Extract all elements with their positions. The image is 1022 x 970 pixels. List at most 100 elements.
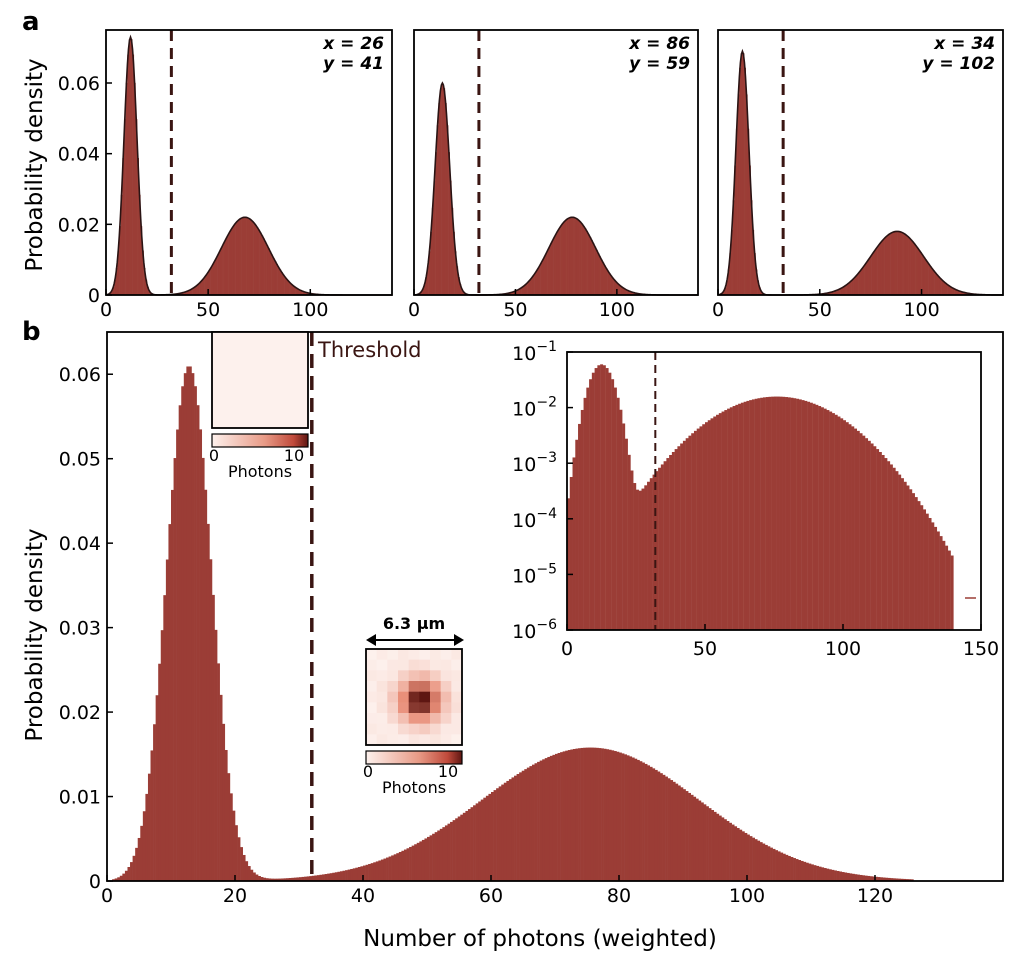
histogram-bar <box>866 261 869 295</box>
inset-histogram-bar <box>727 408 731 630</box>
inset-y-tick-label: 10−3 <box>512 450 557 476</box>
histogram-bar <box>393 854 397 881</box>
histogram-bar <box>501 784 505 881</box>
histogram-bar <box>595 249 598 295</box>
histogram-bar <box>683 789 686 881</box>
bright-pixel <box>376 649 388 660</box>
panel-a-plot-2: 0 50 100 x = 86y = 59 <box>408 29 699 321</box>
x-tick-label: 80 <box>607 885 631 907</box>
coordinate-annotation: x = 26 <box>322 34 384 54</box>
histogram-bar <box>823 868 827 881</box>
histogram-bar <box>722 291 725 295</box>
histogram-bar <box>900 232 903 295</box>
plot-frame <box>717 29 1004 296</box>
bright-pixel <box>366 723 377 735</box>
histogram-bar <box>846 872 850 881</box>
histogram-bar <box>624 289 627 295</box>
histogram-bar <box>204 489 208 881</box>
histogram-bar <box>561 223 564 295</box>
inset-y-tick-label: 10−4 <box>512 506 557 532</box>
histogram-bar <box>892 878 896 881</box>
bright-pixel <box>408 691 420 703</box>
histogram-bar <box>867 875 871 881</box>
histogram-bar <box>905 879 909 881</box>
histogram-bar <box>610 275 613 295</box>
histogram-bar <box>843 286 846 295</box>
histogram-bar <box>332 872 336 881</box>
histogram-bar <box>857 874 860 881</box>
histogram-bar <box>220 248 223 295</box>
histogram-bar <box>962 292 965 295</box>
histogram-bar <box>741 831 745 881</box>
y-tick-label: 0.06 <box>59 364 101 386</box>
bright-pixel <box>408 723 420 735</box>
histogram-bar <box>949 286 952 295</box>
histogram-bar <box>911 241 914 295</box>
histogram-bar <box>727 269 730 295</box>
histogram-bar <box>919 252 922 295</box>
histogram-bar <box>593 747 597 881</box>
inset-histogram-bar <box>622 423 626 630</box>
histogram-bar <box>867 259 870 295</box>
histogram-bar <box>117 250 120 295</box>
histogram-bar <box>517 289 520 295</box>
histogram-bar <box>449 180 452 295</box>
histogram-bar <box>918 249 921 295</box>
histogram-bar <box>716 813 720 881</box>
bright-pixel <box>419 670 431 682</box>
histogram-bar <box>583 747 587 881</box>
dark-colorbar-label: Photons <box>228 462 292 481</box>
histogram-bar <box>618 284 621 295</box>
histogram-bar <box>146 286 149 295</box>
histogram-bar <box>615 281 618 295</box>
histogram-bar <box>729 822 732 881</box>
histogram-bar <box>235 222 238 295</box>
histogram-bar <box>598 748 602 881</box>
histogram-bar <box>693 796 697 881</box>
histogram-bar <box>386 857 389 881</box>
histogram-bar <box>293 877 297 881</box>
histogram-bar <box>859 270 862 295</box>
histogram-bar <box>864 264 867 295</box>
histogram-bar <box>357 867 361 881</box>
histogram-bar <box>133 82 136 295</box>
histogram-bar <box>145 793 149 881</box>
bright-pixel <box>451 681 463 692</box>
inset-histogram-bar <box>782 396 786 630</box>
histogram-bar <box>450 821 453 881</box>
inset-y-tick-label: 10−5 <box>512 561 557 587</box>
inset-histogram-bar <box>884 458 888 630</box>
histogram-bar <box>253 222 256 295</box>
bright-pixel <box>408 702 420 714</box>
histogram-bar <box>299 877 302 881</box>
inset-histogram-bar <box>923 509 926 630</box>
histogram-bar <box>443 88 446 295</box>
histogram-bar <box>270 878 274 881</box>
bright-pixel <box>440 681 452 692</box>
inset-histogram-bar <box>619 409 623 630</box>
histogram-bar <box>433 180 436 295</box>
bright-pixel <box>419 734 431 746</box>
histogram-bar <box>423 284 426 295</box>
histogram-bar <box>739 829 743 881</box>
histogram-bar <box>734 165 737 295</box>
histogram-bar <box>117 877 121 881</box>
histogram-bar <box>601 748 604 881</box>
inset-y-tick-base: 10 <box>512 343 536 365</box>
histogram-bar <box>452 231 455 295</box>
histogram-bar <box>200 280 203 295</box>
inset-histogram-bar <box>768 396 772 630</box>
bright-pixel <box>387 691 399 703</box>
histogram-bar <box>257 229 260 295</box>
histogram-bar <box>127 867 131 881</box>
histogram-bar <box>753 252 756 295</box>
histogram-bar <box>955 289 958 295</box>
bright-pixel <box>430 681 441 692</box>
histogram-bar <box>875 247 878 295</box>
histogram-bar <box>288 878 292 881</box>
histogram-bar <box>295 287 298 295</box>
histogram-bar <box>841 287 844 295</box>
histogram-bar <box>451 207 454 295</box>
bright-pixel <box>376 702 388 714</box>
